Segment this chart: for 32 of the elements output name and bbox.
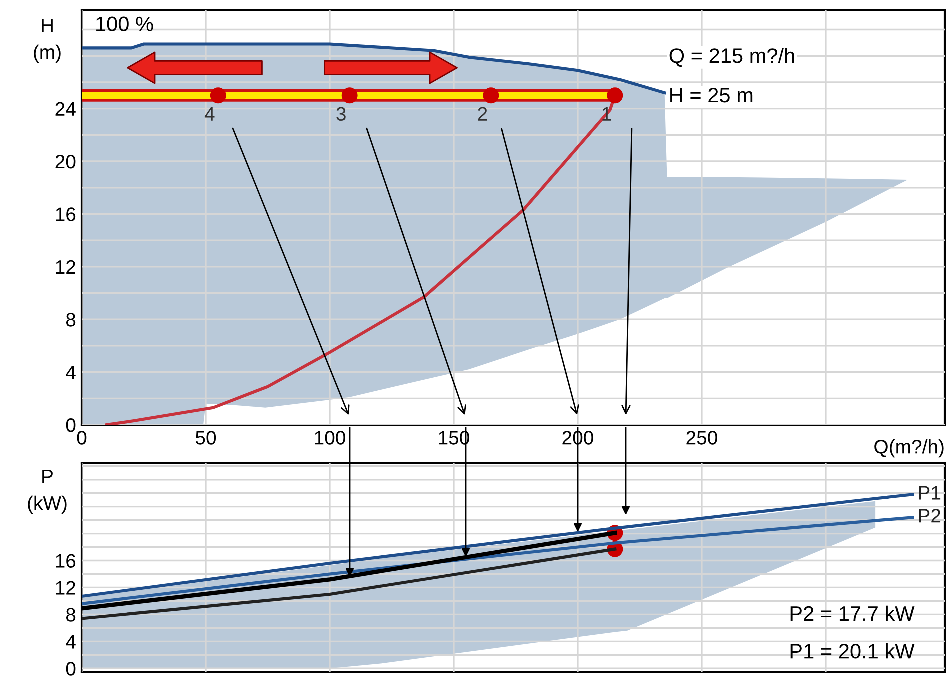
x-tick-label: 50 bbox=[196, 431, 216, 445]
y-tick-label: 12 bbox=[56, 581, 76, 595]
line-series bbox=[82, 493, 914, 598]
y-tick-label: 16 bbox=[56, 208, 76, 222]
annotation: 4 bbox=[204, 107, 215, 121]
annotation: P1 = 20.1 kW bbox=[790, 643, 915, 659]
y-tick-label: 20 bbox=[56, 154, 76, 169]
y-tick-label: 4 bbox=[66, 635, 76, 649]
y-tick-label: 0 bbox=[66, 662, 76, 676]
y-tick-label: 0 bbox=[66, 418, 76, 432]
annotation: 3 bbox=[336, 107, 346, 122]
y-tick-label: 24 bbox=[56, 102, 76, 116]
y-tick-label: 4 bbox=[66, 366, 76, 380]
annotation: P2 = 17.7 kW bbox=[790, 606, 915, 621]
series-label: P2 bbox=[919, 509, 941, 523]
y-tick-label: 8 bbox=[66, 313, 76, 327]
x-tick-label: 0 bbox=[77, 431, 87, 445]
line-series bbox=[82, 516, 914, 606]
y-axis-title: P (kW) bbox=[28, 470, 67, 514]
x-tick-label: 250 bbox=[686, 431, 718, 445]
y-axis-title: H (m) bbox=[34, 19, 61, 63]
y-tick-label: 16 bbox=[56, 554, 76, 568]
annotation: H = 25 m bbox=[670, 88, 753, 103]
series-label: P1 bbox=[919, 486, 941, 500]
line-series bbox=[82, 42, 666, 95]
y-tick-label: 12 bbox=[56, 260, 76, 274]
x-tick-label: 100 bbox=[315, 431, 346, 445]
annotation: 2 bbox=[478, 107, 488, 121]
x-axis-title: Q(m?/h) bbox=[874, 440, 944, 458]
annotation: 100 % bbox=[96, 16, 154, 32]
annotation: Q = 215 m?/h bbox=[670, 48, 794, 68]
y-tick-label: 8 bbox=[66, 608, 76, 622]
